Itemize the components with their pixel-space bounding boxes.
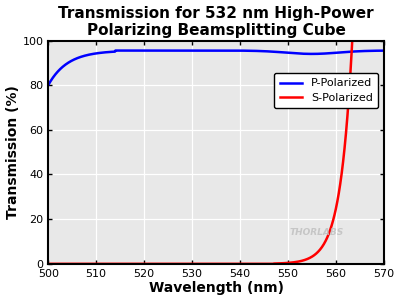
P-Polarized	[382, 49, 386, 52]
S-Polarized	[348, 66, 353, 69]
S-Polarized	[307, 256, 312, 260]
X-axis label: Wavelength (nm): Wavelength (nm)	[148, 281, 284, 296]
P-Polarized	[152, 49, 157, 52]
P-Polarized	[267, 50, 272, 53]
Title: Transmission for 532 nm High-Power
Polarizing Beamsplitting Cube: Transmission for 532 nm High-Power Polar…	[58, 5, 374, 38]
S-Polarized	[350, 39, 355, 42]
S-Polarized	[128, 262, 133, 265]
Legend: P-Polarized, S-Polarized: P-Polarized, S-Polarized	[274, 73, 378, 108]
P-Polarized	[46, 83, 50, 87]
S-Polarized	[140, 262, 145, 265]
P-Polarized	[128, 49, 133, 52]
S-Polarized	[46, 262, 50, 265]
P-Polarized	[141, 49, 146, 52]
Text: THORLABS: THORLABS	[290, 228, 344, 237]
P-Polarized	[113, 49, 118, 52]
S-Polarized	[266, 262, 271, 265]
S-Polarized	[152, 262, 157, 265]
Line: P-Polarized: P-Polarized	[48, 51, 384, 85]
S-Polarized	[382, 39, 386, 42]
Line: S-Polarized: S-Polarized	[48, 41, 384, 264]
P-Polarized	[349, 50, 354, 54]
Y-axis label: Transmission (%): Transmission (%)	[6, 85, 20, 219]
P-Polarized	[308, 52, 312, 56]
